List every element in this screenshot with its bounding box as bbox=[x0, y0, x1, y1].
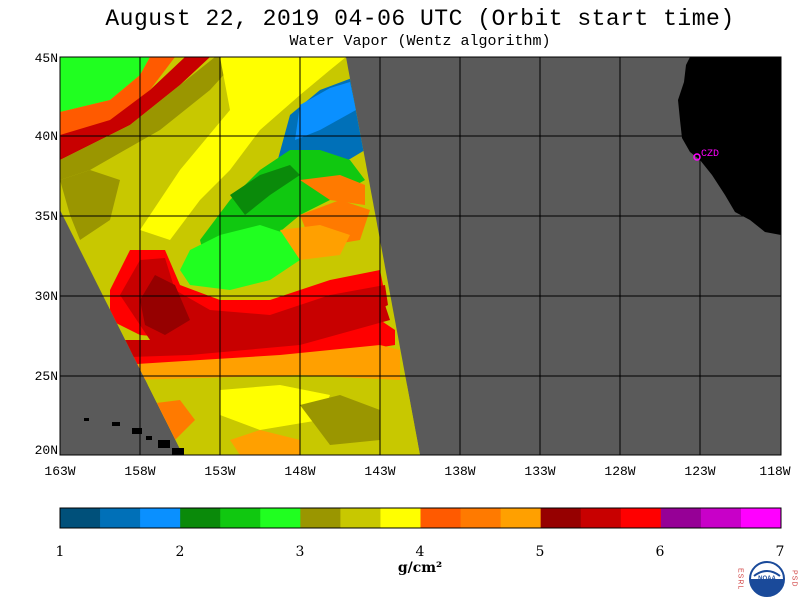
colorbar-segment bbox=[740, 508, 782, 528]
colorbar-segment bbox=[300, 508, 341, 528]
colorbar-segment bbox=[100, 508, 141, 528]
logo-right-letters: PSD bbox=[791, 570, 798, 587]
land-california bbox=[678, 57, 781, 235]
colorbar-segment bbox=[420, 508, 462, 528]
lon-label-153w: 153W bbox=[204, 464, 236, 479]
lat-label-45n: 45N bbox=[34, 51, 58, 66]
colorbar-segment bbox=[260, 508, 301, 528]
station-label: CZD bbox=[701, 149, 719, 160]
map-frame bbox=[59, 56, 782, 456]
lon-label-138w: 138W bbox=[444, 464, 476, 479]
lon-label-128w: 128W bbox=[604, 464, 636, 479]
colorbar-segment bbox=[700, 508, 742, 528]
colorbar-tick-6: 6 bbox=[655, 544, 665, 560]
colorbar-segment bbox=[620, 508, 662, 528]
colorbar-segment bbox=[220, 508, 261, 528]
colorbar-segment bbox=[580, 508, 622, 528]
station-marker bbox=[693, 153, 701, 161]
lat-label-35n: 35N bbox=[34, 209, 58, 224]
colorbar-tick-1: 1 bbox=[55, 544, 65, 560]
colorbar-segment bbox=[380, 508, 421, 528]
lon-label-123w: 123W bbox=[684, 464, 716, 479]
lat-label-30n: 30N bbox=[34, 289, 58, 304]
colorbar-tick-7: 7 bbox=[775, 544, 785, 560]
colorbar-tick-5: 5 bbox=[535, 544, 545, 560]
colorbar-frame bbox=[59, 507, 782, 529]
colorbar-segment bbox=[460, 508, 502, 528]
lat-label-25n: 25N bbox=[34, 369, 58, 384]
colorbar-tick-2: 2 bbox=[175, 544, 185, 560]
colorbar-segment bbox=[540, 508, 582, 528]
colorbar-segment bbox=[340, 508, 381, 528]
lon-label-118w: 118W bbox=[759, 464, 791, 479]
colorbar-segment bbox=[180, 508, 221, 528]
colorbar-segment bbox=[660, 508, 702, 528]
lon-label-163w: 163W bbox=[44, 464, 76, 479]
lon-label-143w: 143W bbox=[364, 464, 396, 479]
lat-label-40n: 40N bbox=[34, 129, 58, 144]
grid-lines bbox=[60, 57, 781, 455]
colorbar-units: g/cm² bbox=[397, 560, 443, 576]
page-title: August 22, 2019 04-06 UTC (Orbit start t… bbox=[105, 6, 735, 32]
page-subtitle: Water Vapor (Wentz algorithm) bbox=[289, 33, 551, 50]
lat-label-20n: 20N bbox=[34, 443, 58, 458]
lon-label-148w: 148W bbox=[284, 464, 316, 479]
noaa-logo: ESRL NOAA PSD bbox=[737, 561, 798, 597]
colorbar-tick-4: 4 bbox=[415, 544, 425, 560]
lon-label-133w: 133W bbox=[524, 464, 556, 479]
colorbar-tick-3: 3 bbox=[295, 544, 305, 560]
logo-text: NOAA bbox=[758, 576, 776, 582]
colorbar-segment bbox=[60, 508, 101, 528]
colorbar bbox=[60, 508, 782, 528]
lon-label-158w: 158W bbox=[124, 464, 156, 479]
colorbar-segment bbox=[140, 508, 181, 528]
hawaii-islands bbox=[84, 418, 184, 455]
colorbar-segment bbox=[500, 508, 542, 528]
logo-left-letters: ESRL bbox=[737, 568, 744, 590]
